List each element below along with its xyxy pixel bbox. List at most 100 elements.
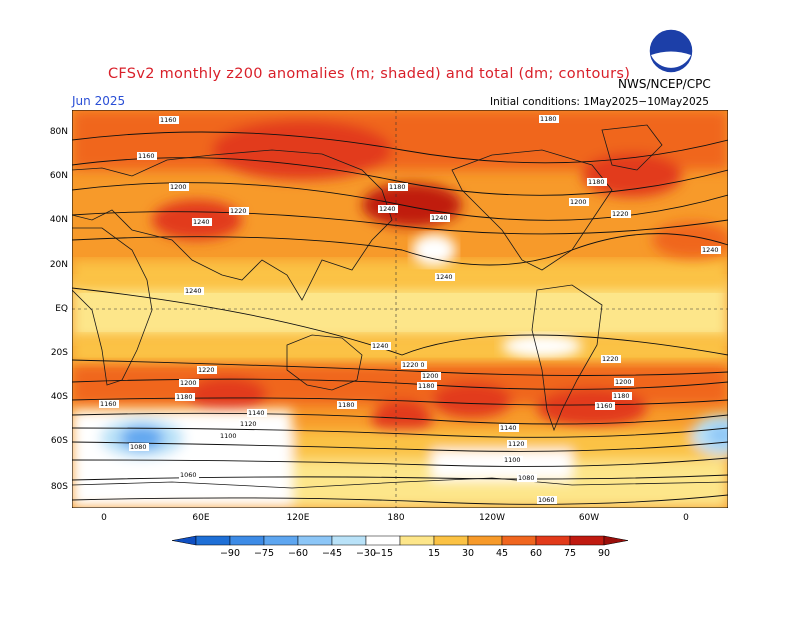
svg-text:1160: 1160	[596, 402, 613, 410]
colorbar: −90 −75 −60 −45 −30−15 15 30 45 60 75 90	[171, 535, 629, 559]
colorbar-swatch	[569, 535, 605, 546]
contour-label: 1080	[129, 443, 149, 451]
colorbar-tick-label: 60	[530, 548, 542, 559]
contour-label: 1200	[179, 379, 199, 387]
lon-label: 120W	[478, 513, 506, 523]
colorbar-swatch	[195, 535, 231, 546]
svg-text:1180: 1180	[588, 178, 605, 186]
agency-label: NWS/NCEP/CPC	[618, 77, 711, 91]
svg-text:1200: 1200	[170, 183, 187, 191]
contour-label: 1140	[247, 409, 267, 417]
svg-text:1180: 1180	[389, 183, 406, 191]
contour-label: 1240	[430, 214, 450, 222]
contour-label: 1180	[539, 115, 559, 123]
colorbar-tick-label: −90	[220, 548, 240, 559]
forecast-month: Jun 2025	[72, 94, 126, 108]
anomaly-map: 1160118012001220124012401240124011801200…	[72, 110, 728, 508]
contour-label: 1080	[517, 474, 537, 482]
contour-label: 1160	[159, 116, 179, 124]
svg-text:1180: 1180	[338, 401, 355, 409]
colorbar-tick-label: 30	[462, 548, 474, 559]
map-grid	[72, 110, 728, 508]
lat-label: 40N	[49, 215, 68, 225]
contour-label: 1240	[371, 342, 391, 350]
svg-text:1240: 1240	[431, 214, 448, 222]
positive-neutral-spot	[412, 234, 456, 266]
lon-label: 0	[101, 513, 107, 523]
svg-text:1220: 1220	[612, 210, 629, 218]
colorbar-swatch	[263, 535, 299, 546]
colorbar-tick-label: 15	[428, 548, 440, 559]
svg-text:1220: 1220	[602, 355, 619, 363]
svg-text:1200: 1200	[570, 198, 587, 206]
colorbar-swatch	[365, 535, 401, 546]
lon-label: 120E	[286, 513, 310, 523]
contour-label: 1180	[587, 178, 607, 186]
svg-text:1240: 1240	[193, 218, 210, 226]
colorbar-tick-label: −75	[254, 548, 274, 559]
southern-high-latitudes	[72, 410, 728, 508]
contour-label: 1240	[701, 246, 721, 254]
svg-text:1200: 1200	[180, 379, 197, 387]
lat-label: 60S	[50, 436, 68, 446]
colorbar-swatch	[229, 535, 265, 546]
lat-label: 80N	[49, 127, 68, 137]
svg-text:1240: 1240	[702, 246, 719, 254]
colorbar-swatch	[331, 535, 367, 546]
svg-text:1240: 1240	[436, 273, 453, 281]
map-title: CFSv2 monthly z200 anomalies (m; shaded)…	[108, 66, 631, 82]
contour-label: 1180	[612, 392, 632, 400]
lon-label: 180	[387, 513, 405, 523]
svg-text:1220: 1220	[198, 366, 215, 374]
lat-label: 20N	[49, 260, 68, 270]
coastlines	[72, 124, 728, 489]
contour-label: 1240	[192, 218, 212, 226]
svg-text:1200: 1200	[422, 372, 439, 380]
contour-label: 1200	[421, 372, 441, 380]
svg-text:1180: 1180	[418, 382, 435, 390]
contour-label: 1220	[601, 355, 621, 363]
svg-text:1220: 1220	[230, 207, 247, 215]
contour-label: 1220	[611, 210, 631, 218]
svg-text:1080: 1080	[518, 474, 535, 482]
contour-label: 1160	[595, 402, 615, 410]
contour-label: 1180	[388, 183, 408, 191]
contour-label: 1100	[219, 432, 239, 440]
svg-text:1060: 1060	[180, 471, 197, 479]
lat-label: 60N	[49, 171, 68, 181]
contour-label: 1160	[137, 152, 157, 160]
contour-label: 1100	[503, 456, 523, 464]
contour-label: 1240	[378, 205, 398, 213]
svg-text:1160: 1160	[138, 152, 155, 160]
colorbar-swatch	[399, 535, 435, 546]
initial-conditions: Initial conditions: 1May2025−10May2025	[490, 96, 709, 108]
svg-text:1140: 1140	[248, 409, 265, 417]
contour-label: 1060	[179, 471, 199, 479]
contour-label: 1200	[169, 183, 189, 191]
svg-text:1100: 1100	[504, 456, 521, 464]
contour-label: 1060	[537, 496, 557, 504]
colorbar-tick-label: −30	[356, 548, 376, 559]
svg-text:1240: 1240	[372, 342, 389, 350]
lat-label: 40S	[50, 392, 68, 402]
svg-text:1200: 1200	[615, 378, 632, 386]
contour-label: 1220	[401, 361, 421, 369]
colorbar-swatch	[501, 535, 537, 546]
colorbar-tick-label: −45	[322, 548, 342, 559]
contour-label: 1120	[507, 440, 527, 448]
colorbar-max-arrow	[603, 535, 629, 546]
contour-label: 1120	[239, 420, 259, 428]
contour-label: 1200	[614, 378, 634, 386]
contour-label: 1160	[99, 400, 119, 408]
svg-text:1100: 1100	[220, 432, 237, 440]
svg-text:1240: 1240	[185, 287, 202, 295]
svg-text:1180: 1180	[613, 392, 630, 400]
contour-label: 1220	[229, 207, 249, 215]
svg-text:1060: 1060	[538, 496, 555, 504]
lat-label: 20S	[50, 348, 68, 358]
lon-label: 0	[683, 513, 689, 523]
colorbar-swatch	[535, 535, 571, 546]
colorbar-swatch	[433, 535, 469, 546]
svg-text:1180: 1180	[176, 393, 193, 401]
northern-positive-anomalies	[72, 110, 728, 258]
